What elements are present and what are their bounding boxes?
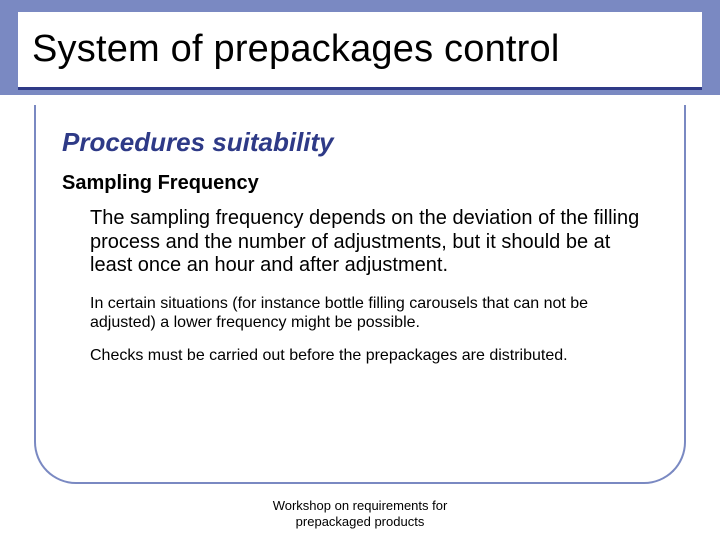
subtitle: Procedures suitability [62, 127, 658, 158]
footer-line-1: Workshop on requirements for [273, 498, 448, 513]
paragraph-main: The sampling frequency depends on the de… [90, 207, 654, 278]
paragraph-note-2: Checks must be carried out before the pr… [90, 346, 654, 365]
content-frame: Procedures suitability Sampling Frequenc… [34, 105, 686, 484]
section-heading: Sampling Frequency [62, 172, 658, 195]
footer: Workshop on requirements for prepackaged… [0, 498, 720, 531]
paragraph-note-1: In certain situations (for instance bott… [90, 294, 654, 332]
slide-title: System of prepackages control [32, 28, 560, 71]
title-box: System of prepackages control [18, 12, 702, 90]
footer-line-2: prepackaged products [296, 514, 425, 529]
